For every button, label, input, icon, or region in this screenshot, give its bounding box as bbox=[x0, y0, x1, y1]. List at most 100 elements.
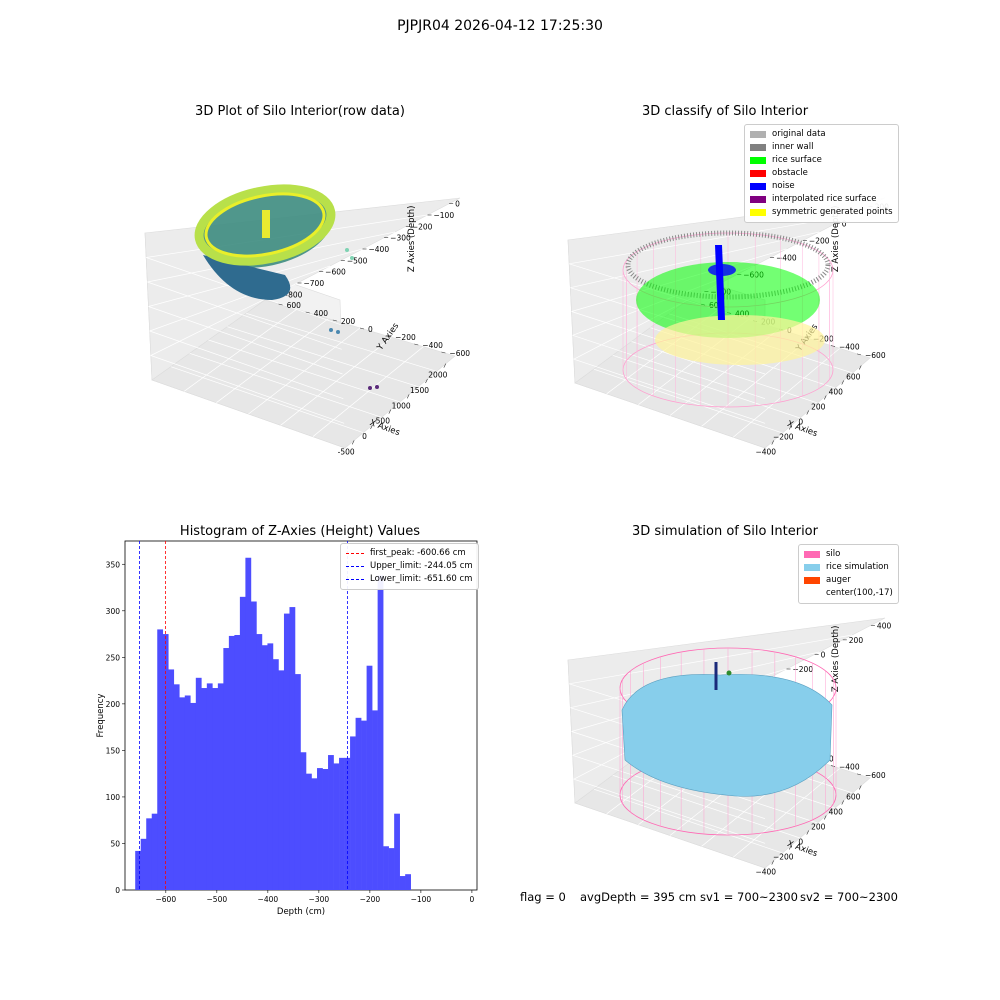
hist-ytick-label: 0 bbox=[115, 886, 120, 895]
histogram-legend: first_peak: -600.66 cm Upper_limit: -244.… bbox=[340, 543, 479, 590]
hist-bar bbox=[377, 575, 384, 890]
cls-xtick-label: 200 bbox=[811, 403, 826, 412]
raw-xtick-label: -500 bbox=[338, 447, 355, 456]
hist-bar bbox=[355, 717, 362, 890]
raw-outlier-point bbox=[336, 330, 340, 334]
simulation-legend: silo rice simulation auger center(100,-17) bbox=[798, 544, 899, 604]
cls-xtick-mark bbox=[788, 425, 792, 430]
cls-legend-label: noise bbox=[772, 181, 795, 191]
hist-bar bbox=[283, 613, 290, 890]
cls-noise-column bbox=[715, 245, 725, 320]
raw-ytick-mark bbox=[332, 319, 337, 322]
raw-ztick-label: −100 bbox=[434, 211, 455, 220]
sim-xtick-mark bbox=[841, 800, 845, 805]
cls-legend-swatch bbox=[750, 157, 766, 164]
hist-bar bbox=[184, 695, 191, 890]
raw-ztick-label: −300 bbox=[390, 234, 411, 243]
hist-bar bbox=[328, 755, 334, 890]
raw-plot-title: 3D Plot of Silo Interior(row data) bbox=[195, 104, 405, 119]
cls-legend-item: noise bbox=[750, 180, 893, 193]
sim-xtick-mark bbox=[823, 815, 827, 820]
hist-bar bbox=[333, 763, 340, 890]
status-avg-depth: avgDepth = 395 cm bbox=[580, 890, 697, 904]
raw-xtick-label: 0 bbox=[362, 432, 367, 441]
raw-ytick-label: 400 bbox=[314, 309, 329, 318]
cls-legend-item: interpolated rice surface bbox=[750, 193, 893, 206]
hist-bar bbox=[294, 674, 301, 890]
hist-bar bbox=[405, 874, 411, 890]
hist-bar bbox=[168, 669, 175, 890]
hist-bar bbox=[173, 684, 180, 890]
hist-xtick-label: −200 bbox=[360, 895, 381, 904]
hist-legend-line bbox=[346, 566, 364, 567]
hist-bar bbox=[195, 677, 202, 890]
cls-ytick-label: −600 bbox=[865, 351, 886, 360]
cls-legend-item: rice surface bbox=[750, 154, 893, 167]
raw-ytick-label: 200 bbox=[341, 317, 356, 326]
hist-ytick-label: 350 bbox=[106, 560, 121, 569]
hist-ytick-label: 300 bbox=[106, 607, 121, 616]
sim-rice-surface bbox=[621, 674, 833, 797]
hist-legend-line bbox=[346, 579, 364, 580]
hist-bar bbox=[157, 629, 164, 890]
cls-legend-item: original data bbox=[750, 128, 893, 141]
hist-bar bbox=[289, 607, 296, 890]
cls-legend-swatch bbox=[750, 131, 766, 138]
hist-bar bbox=[272, 659, 279, 890]
hist-ytick-label: 200 bbox=[106, 700, 121, 709]
hist-bar bbox=[190, 702, 197, 890]
hist-bar bbox=[256, 634, 263, 890]
sim-xtick-mark bbox=[806, 830, 810, 835]
sim-ytick-label: −600 bbox=[865, 771, 886, 780]
raw-ytick-label: 600 bbox=[287, 301, 302, 310]
sim-legend-item: rice simulation bbox=[804, 561, 893, 574]
hist-bar bbox=[239, 596, 246, 890]
sim-ztick-label: 400 bbox=[877, 621, 892, 630]
cls-xtick-label: −400 bbox=[755, 448, 776, 457]
raw-outlier-point bbox=[368, 386, 372, 390]
raw-xtick-mark bbox=[425, 378, 428, 384]
hist-bar bbox=[228, 635, 235, 890]
raw-outlier-point bbox=[329, 328, 333, 332]
raw-auger-column bbox=[262, 210, 270, 238]
hist-bar bbox=[339, 757, 345, 890]
sim-ztick-label: 200 bbox=[849, 636, 864, 645]
raw-xtick-mark bbox=[351, 440, 355, 445]
hist-legend-item: Upper_limit: -244.05 cm bbox=[346, 560, 473, 573]
hist-legend-item: Lower_limit: -651.60 cm bbox=[346, 573, 473, 586]
cls-xtick-mark bbox=[841, 380, 845, 385]
raw-ytick-label: −400 bbox=[422, 341, 443, 350]
hist-bar bbox=[311, 778, 318, 890]
cls-legend-item: inner wall bbox=[750, 141, 893, 154]
sim-legend-swatch bbox=[804, 551, 820, 558]
raw-zlabel: Z Axies (Depth) bbox=[407, 205, 417, 272]
raw-ytick-label: 0 bbox=[368, 325, 373, 334]
hist-xtick-label: −300 bbox=[309, 895, 330, 904]
hist-bar bbox=[366, 665, 373, 890]
raw-outlier-point bbox=[350, 256, 354, 260]
raw-xtick-mark bbox=[443, 363, 447, 368]
hist-legend-line bbox=[346, 553, 364, 554]
hist-xtick-label: −500 bbox=[207, 895, 228, 904]
hist-bar bbox=[261, 645, 268, 890]
figure-title: PJPJR04 2026-04-12 17:25:30 bbox=[397, 18, 603, 34]
hist-legend-label: Upper_limit: -244.05 cm bbox=[370, 561, 473, 571]
cls-legend-swatch bbox=[750, 170, 766, 177]
raw-ztick-label: −500 bbox=[347, 256, 368, 265]
cls-xtick-label: 600 bbox=[846, 373, 861, 382]
hist-bar bbox=[317, 768, 323, 890]
sim-legend-swatch bbox=[804, 577, 820, 584]
hist-bar bbox=[383, 846, 389, 890]
hist-ytick-label: 50 bbox=[110, 839, 120, 848]
hist-bar bbox=[388, 848, 395, 890]
raw-xtick-mark bbox=[388, 409, 392, 414]
cls-ztick-label: −200 bbox=[809, 237, 830, 246]
sim-ztick-label: −200 bbox=[793, 665, 814, 674]
hist-bar bbox=[217, 683, 224, 890]
sim-xtick-label: 600 bbox=[846, 793, 861, 802]
cls-xtick-label: −200 bbox=[773, 433, 794, 442]
sim-legend-label: silo bbox=[826, 549, 841, 559]
hist-legend-label: Lower_limit: -651.60 cm bbox=[370, 574, 473, 584]
sim-legend-item: silo bbox=[804, 548, 893, 561]
sim-legend-label: auger bbox=[826, 575, 851, 585]
